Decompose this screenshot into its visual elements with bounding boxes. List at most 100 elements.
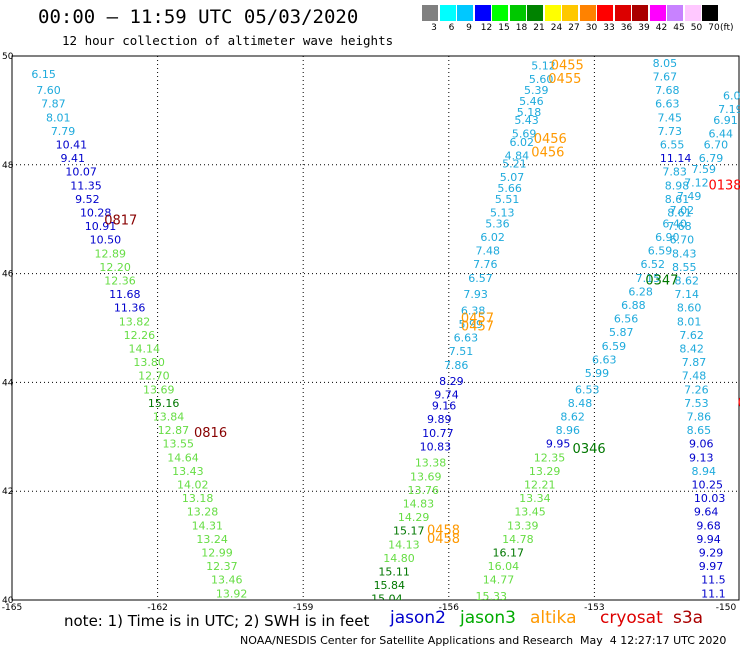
swh-value: 6.91 [713,114,738,127]
swh-value: 7.79 [51,125,76,138]
swh-value: 8.62 [560,410,585,423]
swh-value: 6.88 [621,299,646,312]
swh-value: 8.42 [679,342,704,355]
swh-value: 14.13 [388,538,420,551]
swh-value: 5.21 [502,158,526,171]
time-label: 0458 [427,532,460,547]
swh-value: 7.26 [684,383,709,396]
swh-value: 14.64 [167,451,199,464]
swh-value: 7.76 [473,258,498,271]
time-label: 0346 [573,442,606,457]
scale-label-50: 50 [690,23,703,33]
time-label: 0457 [461,320,494,335]
swh-value: 10.91 [85,220,117,233]
swh-value: 14.02 [177,478,209,491]
swh-value: 15.04 [371,593,403,606]
swh-value: 9.64 [694,506,719,519]
scale-swatch-9 [457,5,473,21]
scale-swatch-6 [439,5,456,21]
credit-line: NOAA/NESDIS Center for Satellite Applica… [240,634,574,647]
swh-value: 8.29 [439,375,464,388]
swh-value: 6.15 [31,68,56,81]
scale-swatch-50 [684,5,701,21]
swh-value: 13.69 [410,470,442,483]
swh-value: 12.89 [95,247,127,260]
x-tick-label: -153 [584,603,604,613]
mission-s3a: s3a [673,608,704,628]
swh-value: 8.01 [46,111,70,124]
swh-value: 7.15 [636,272,661,285]
swh-value: 8.61 [665,193,690,206]
swh-value: 6.0 [723,90,740,103]
swh-value: 7.51 [449,345,474,358]
swh-value: 5.07 [500,171,525,184]
y-tick-label: 48 [2,161,14,171]
swh-value: 8.55 [672,261,697,274]
swh-value: 13.43 [172,465,204,478]
swh-value: 12.70 [138,370,170,383]
swh-value: 7.02 [670,204,695,217]
scale-swatch-33 [597,5,613,21]
swh-value: 6.02 [509,136,534,149]
scale-label-21: 21 [533,23,545,33]
scale-swatch-45 [667,5,683,21]
swh-value: 4.84 [505,149,530,162]
swh-value: 14.31 [192,519,224,532]
y-tick-label: 46 [2,270,14,280]
x-tick-label: -156 [439,603,460,613]
swh-value: 10.77 [422,427,454,440]
swh-value: 7.53 [684,397,709,410]
mission-jason3: jason3 [460,608,516,628]
swh-value: 13.76 [408,484,440,497]
swh-value: 5.69 [512,128,536,141]
swh-value: 5.87 [609,326,634,339]
swh-value: 13.55 [162,438,194,451]
track-values: 6.157.607.878.017.7910.419.4110.0711.359… [31,57,740,606]
time-label: 0817 [104,214,137,229]
swh-value: 8.62 [674,274,699,287]
swh-value: 7.67 [653,70,678,83]
swh-value: 11.1 [701,587,726,600]
swh-value: 7.59 [691,163,716,176]
scale-label-33: 33 [603,23,615,33]
swh-value: 13.69 [143,383,175,396]
scale-label-3: 3 [431,23,437,33]
swh-value: 7.48 [682,370,707,383]
scale-label-39: 39 [638,23,650,33]
swh-value: 9.89 [427,413,452,426]
swh-value: 12.21 [524,478,556,491]
plot-frame [11,55,740,601]
x-tick-label: -159 [293,603,314,613]
swh-value: 14.80 [383,552,415,565]
scale-label-45: 45 [673,23,685,33]
swh-value: 8.48 [568,397,593,410]
scale-label-9: 9 [466,23,472,33]
swh-value: 10.50 [90,234,122,247]
swh-value: 9.41 [61,152,86,165]
swh-value: 8.96 [556,424,581,437]
time-label: 0816 [194,426,227,441]
swh-value: 7.68 [655,84,680,97]
swh-value: 5.51 [495,193,520,206]
swh-value: 12.20 [99,261,131,274]
swh-value: 6.70 [704,138,729,151]
swh-value: 8.98 [665,179,690,192]
scale-swatch-70 [702,5,718,21]
scale-label-15: 15 [498,23,510,33]
swh-value: 9.16 [432,400,457,413]
scale-swatch-39 [632,5,648,21]
swh-value: 16.04 [488,560,520,573]
swh-value: 6.63 [454,332,479,345]
swh-value: 5.66 [497,182,522,195]
swh-value: 9.95 [546,438,571,451]
swh-value: 12.37 [206,560,238,573]
scale-swatch-15 [492,5,508,21]
swh-value: 14.78 [502,533,533,546]
scale-swatch-30 [579,5,596,21]
time-label: 0456 [531,146,564,161]
scale-swatch-18 [509,5,526,21]
swh-value: 13.92 [216,587,248,600]
swh-value: 6.52 [641,258,666,271]
swh-value: 5.36 [485,217,510,230]
